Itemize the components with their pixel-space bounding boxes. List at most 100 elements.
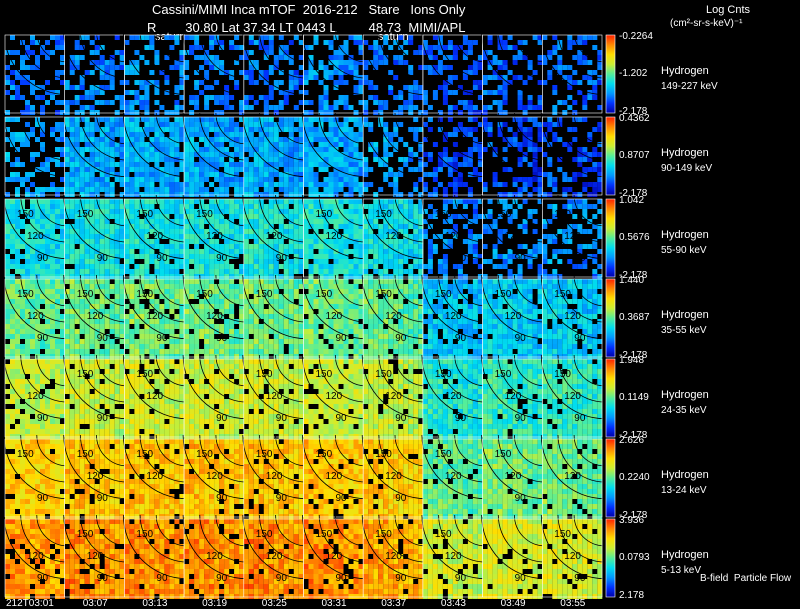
- heatmap-cell: [224, 152, 230, 157]
- heatmap-panel: [243, 199, 304, 279]
- heatmap-cell: [263, 95, 269, 100]
- heatmap-cell: [40, 199, 45, 204]
- heatmap-cell: [298, 229, 304, 234]
- pitch-angle-contour: [259, 194, 307, 243]
- heatmap-cell: [338, 219, 344, 224]
- heatmap-cell: [144, 314, 150, 319]
- heatmap-cell: [164, 264, 170, 269]
- heatmap-cell: [194, 152, 200, 157]
- heatmap-cell: [378, 209, 384, 214]
- heatmap-cell: [557, 249, 563, 254]
- heatmap-cell: [353, 339, 359, 344]
- heatmap-cell: [224, 324, 230, 329]
- heatmap-cell: [169, 339, 175, 344]
- heatmap-cell: [422, 172, 428, 177]
- heatmap-cell: [368, 167, 374, 172]
- heatmap-cell: [288, 304, 294, 309]
- heatmap-cell: [427, 192, 433, 197]
- heatmap-cell: [278, 35, 284, 40]
- heatmap-cell: [35, 122, 40, 127]
- heatmap-cell: [393, 40, 399, 45]
- heatmap-cell: [323, 354, 329, 359]
- heatmap-cell: [229, 229, 235, 234]
- heatmap-cell: [224, 132, 230, 137]
- heatmap-cell: [522, 187, 528, 192]
- heatmap-cell: [582, 152, 588, 157]
- heatmap-cell: [527, 142, 533, 147]
- heatmap-cell: [129, 152, 135, 157]
- heatmap-cell: [179, 50, 185, 55]
- heatmap-cell: [129, 339, 135, 344]
- heatmap-cell: [74, 259, 80, 264]
- heatmap-cell: [239, 309, 245, 314]
- heatmap-cell: [194, 219, 200, 224]
- heatmap-cell: [288, 214, 294, 219]
- heatmap-cell: [69, 234, 75, 239]
- heatmap-cell: [283, 259, 289, 264]
- heatmap-cell: [144, 214, 150, 219]
- heatmap-cell: [363, 269, 369, 274]
- heatmap-cell: [243, 239, 249, 244]
- pitch-angle-contour: [80, 30, 128, 79]
- heatmap-cell: [144, 204, 150, 209]
- heatmap-cell: [134, 329, 140, 334]
- heatmap-cell: [69, 182, 75, 187]
- heatmap-cell: [204, 239, 210, 244]
- heatmap-cell: [303, 90, 309, 95]
- heatmap-cell: [248, 289, 254, 294]
- heatmap-cell: [323, 147, 329, 152]
- heatmap-cell: [258, 199, 264, 204]
- heatmap-cell: [442, 192, 448, 197]
- heatmap-cell: [442, 95, 448, 100]
- heatmap-cell: [55, 224, 60, 229]
- heatmap-cell: [35, 324, 40, 329]
- heatmap-cell: [477, 274, 483, 279]
- heatmap-cell: [467, 172, 473, 177]
- heatmap-cell: [134, 187, 140, 192]
- heatmap-cell: [144, 177, 150, 182]
- heatmap-cell: [592, 80, 598, 85]
- heatmap-cell: [124, 354, 130, 359]
- heatmap-cell: [40, 299, 45, 304]
- heatmap-cell: [209, 182, 215, 187]
- heatmap-cell: [353, 299, 359, 304]
- heatmap-cell: [403, 100, 409, 105]
- heatmap-cell: [567, 259, 573, 264]
- heatmap-cell: [517, 95, 523, 100]
- heatmap-cell: [343, 177, 349, 182]
- heatmap-cell: [343, 105, 349, 110]
- heatmap-cell: [179, 279, 185, 284]
- heatmap-cell: [159, 269, 165, 274]
- heatmap-cell: [373, 244, 379, 249]
- heatmap-cell: [74, 172, 80, 177]
- heatmap-cell: [204, 214, 210, 219]
- heatmap-cell: [55, 187, 60, 192]
- heatmap-cell: [229, 219, 235, 224]
- heatmap-cell: [243, 244, 249, 249]
- heatmap-cell: [462, 100, 468, 105]
- heatmap-cell: [169, 204, 175, 209]
- heatmap-cell: [313, 117, 319, 122]
- heatmap-cell: [79, 349, 85, 354]
- heatmap-cell: [104, 344, 110, 349]
- heatmap-cell: [15, 50, 20, 55]
- heatmap-cell: [472, 117, 478, 122]
- heatmap-cell: [283, 279, 289, 284]
- heatmap-cell: [154, 244, 160, 249]
- heatmap-panel: [124, 199, 185, 279]
- heatmap-cell: [99, 90, 105, 95]
- heatmap-cell: [229, 284, 235, 289]
- heatmap-cell: [224, 244, 230, 249]
- heatmap-cell: [159, 259, 165, 264]
- heatmap-cell: [303, 157, 309, 162]
- heatmap-cell: [139, 234, 145, 239]
- heatmap-cell: [408, 65, 414, 70]
- heatmap-cell: [497, 105, 503, 110]
- heatmap-cell: [239, 147, 245, 152]
- heatmap-cell: [373, 50, 379, 55]
- heatmap-cell: [572, 70, 578, 75]
- heatmap-cell: [353, 214, 359, 219]
- heatmap-cell: [477, 65, 483, 70]
- heatmap-cell: [134, 60, 140, 65]
- heatmap-cell: [55, 289, 60, 294]
